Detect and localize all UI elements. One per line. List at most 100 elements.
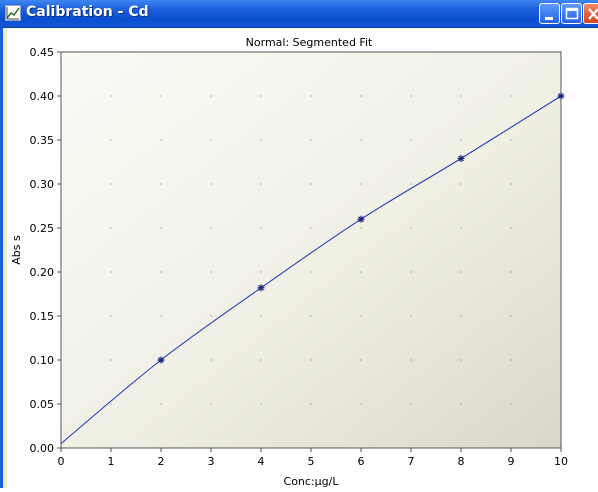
grid-dot	[260, 271, 262, 273]
y-axis: 0.00 0.05 0.10 0.15 0.20 0.25 0.30 0.35 0.40 0.45	[30, 46, 61, 455]
grid-dot	[360, 139, 362, 141]
y-tick-label: 0.35	[30, 134, 55, 147]
grid-dot	[210, 95, 212, 97]
grid-dot	[260, 95, 262, 97]
grid-dot	[310, 359, 312, 361]
close-button[interactable]	[583, 3, 598, 24]
grid-dot	[510, 183, 512, 185]
grid-dot	[210, 227, 212, 229]
x-axis-label: Conc:µg/L	[284, 475, 340, 488]
grid-dot	[460, 315, 462, 317]
grid-dot	[110, 95, 112, 97]
window-frame-inner	[3, 28, 7, 488]
fit-curve	[60, 95, 562, 445]
grid-dot	[410, 403, 412, 405]
grid-dot	[510, 271, 512, 273]
grid-dot	[460, 403, 462, 405]
grid-dot	[260, 315, 262, 317]
data-point-marker	[457, 154, 465, 162]
grid-dot	[160, 271, 162, 273]
y-tick-label: 0.05	[30, 398, 55, 411]
grid-dot	[510, 95, 512, 97]
chart-title: Normal: Segmented Fit	[246, 36, 373, 49]
title-bar[interactable]: Calibration - Cd	[0, 0, 598, 28]
grid-dot	[310, 183, 312, 185]
grid-dot	[160, 227, 162, 229]
grid-dot	[360, 95, 362, 97]
grid-dot	[110, 315, 112, 317]
grid-dot	[460, 359, 462, 361]
grid-dot	[360, 227, 362, 229]
grid-dot	[460, 227, 462, 229]
grid-dot	[460, 139, 462, 141]
grid-dot	[110, 183, 112, 185]
grid-dot	[210, 183, 212, 185]
grid-dot	[210, 403, 212, 405]
chart-app-icon	[5, 5, 21, 21]
minimize-button[interactable]	[539, 3, 560, 24]
grid-dot	[360, 403, 362, 405]
plot-area	[60, 51, 562, 449]
y-tick-label: 0.20	[30, 266, 55, 279]
x-tick-label: 9	[508, 455, 515, 468]
window-title: Calibration - Cd	[26, 4, 149, 20]
grid-dot	[110, 227, 112, 229]
grid-dot	[460, 95, 462, 97]
grid-dot	[210, 315, 212, 317]
x-tick-label: 8	[458, 455, 465, 468]
grid-dot	[310, 227, 312, 229]
grid-dot	[210, 359, 212, 361]
x-tick-label: 0	[58, 455, 65, 468]
x-tick-label: 2	[158, 455, 165, 468]
x-tick-label: 10	[554, 455, 568, 468]
grid-dot	[210, 139, 212, 141]
grid-dot	[260, 227, 262, 229]
grid-dot	[160, 403, 162, 405]
maximize-button[interactable]	[561, 3, 582, 24]
grid-dot	[160, 95, 162, 97]
grid-dot	[410, 271, 412, 273]
grid-dot	[460, 183, 462, 185]
grid-dot	[410, 315, 412, 317]
x-tick-label: 1	[108, 455, 115, 468]
x-tick-label: 4	[258, 455, 265, 468]
grid-dot	[410, 139, 412, 141]
grid-dot	[510, 403, 512, 405]
grid-dot	[510, 139, 512, 141]
grid-dot	[160, 183, 162, 185]
grid-dot	[360, 183, 362, 185]
grid-dot	[460, 271, 462, 273]
grid-dot	[410, 227, 412, 229]
grid-dot	[310, 315, 312, 317]
y-tick-label: 0.25	[30, 222, 55, 235]
y-tick-label: 0.00	[30, 442, 55, 455]
grid-dot	[410, 183, 412, 185]
x-tick-label: 7	[408, 455, 415, 468]
y-tick-label: 0.15	[30, 310, 55, 323]
grid-dot	[410, 359, 412, 361]
grid-dot	[210, 271, 212, 273]
grid-dot	[110, 359, 112, 361]
data-point-marker	[357, 215, 365, 223]
grid-dot	[260, 403, 262, 405]
grid-dot	[360, 315, 362, 317]
data-point-marker	[157, 356, 165, 364]
y-tick-label: 0.45	[30, 46, 55, 59]
x-tick-label: 6	[358, 455, 365, 468]
y-tick-label: 0.10	[30, 354, 55, 367]
grid-dot	[510, 315, 512, 317]
maximize-icon	[565, 7, 579, 20]
close-icon	[588, 8, 598, 20]
grid-dot	[260, 183, 262, 185]
grid-dot	[360, 271, 362, 273]
y-axis-label: Abs s	[10, 235, 23, 265]
x-axis: 0 1 2 3 4 5 6 7 8 9 10	[58, 448, 568, 468]
data-point-marker	[257, 284, 265, 292]
x-tick-label: 3	[208, 455, 215, 468]
data-point-marker	[557, 92, 565, 100]
x-tick-label: 5	[308, 455, 315, 468]
grid-dot	[110, 403, 112, 405]
y-tick-label: 0.30	[30, 178, 55, 191]
grid-dot	[310, 271, 312, 273]
